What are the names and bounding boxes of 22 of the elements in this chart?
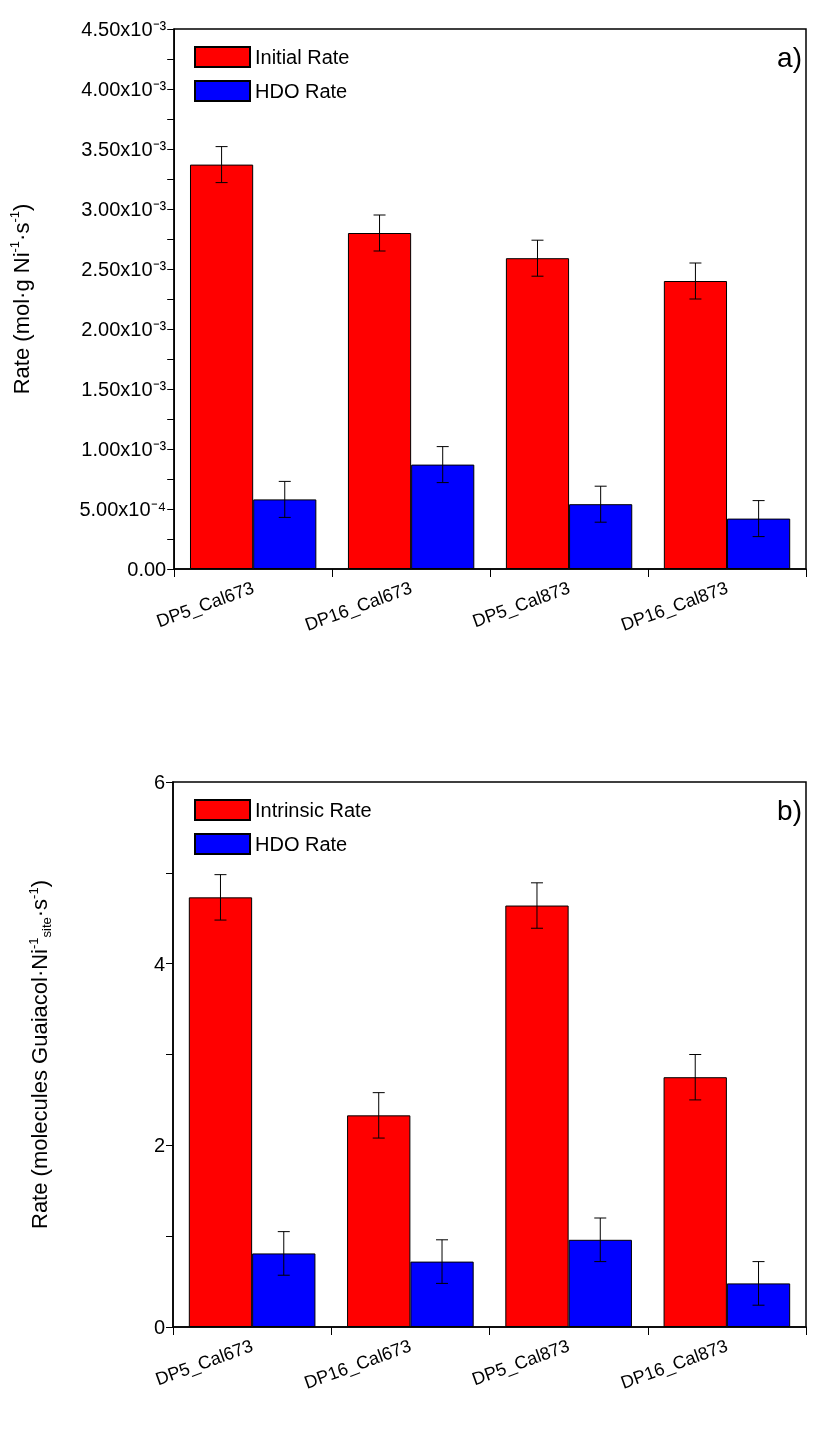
y-tick-label: 4.50x10⁻³	[81, 18, 167, 40]
legend-label: Intrinsic Rate	[255, 799, 372, 821]
y-tick-label: 2	[153, 1134, 165, 1157]
y-tick-label: 0.00	[127, 558, 167, 580]
annotation: b)	[777, 794, 803, 826]
y-tick-label: 4.00x10⁻³	[81, 78, 167, 100]
y-tick-label: 4	[153, 952, 165, 975]
y-tick-label: 2.50x10⁻³	[81, 258, 167, 280]
y-tick-label: 0	[153, 1316, 165, 1338]
y-tick-label: 6	[153, 771, 165, 793]
y-axis-title: Rate (mol·g Ni-1·s-1)	[7, 203, 34, 395]
y-tick-label: 2.00x10⁻³	[81, 318, 167, 340]
legend-label: HDO Rate	[255, 833, 348, 855]
legend-label: HDO Rate	[255, 80, 348, 102]
y-tick-label: 1.00x10⁻³	[81, 438, 167, 460]
annotation: a)	[777, 41, 803, 73]
y-tick-label: 1.50x10⁻³	[81, 378, 167, 400]
y-axis-title: Rate (molecules Guaiacol·Ni-1site·s-1)	[25, 880, 54, 1229]
y-tick-label: 3.00x10⁻³	[81, 198, 167, 220]
y-tick-label: 5.00x10⁻⁴	[79, 498, 167, 520]
y-tick-label: 3.50x10⁻³	[81, 138, 167, 160]
legend-label: Initial Rate	[255, 46, 350, 68]
